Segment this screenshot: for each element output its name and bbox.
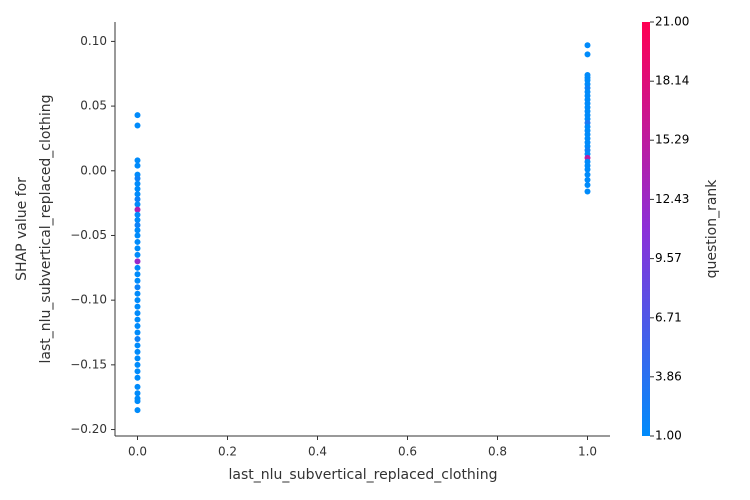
point [134, 383, 141, 390]
point [134, 264, 141, 271]
y-tick-label: 0.00 [80, 163, 107, 177]
point [134, 122, 141, 129]
point [134, 335, 141, 342]
point [134, 355, 141, 362]
point [134, 316, 141, 323]
point [134, 211, 141, 218]
colorbar-tick-label: 6.71 [655, 310, 682, 324]
point [134, 175, 141, 182]
y-tick-label: −0.05 [70, 228, 107, 242]
colorbar-tick-label: 12.43 [655, 192, 689, 206]
colorbar-tick-label: 1.00 [655, 429, 682, 443]
point [134, 112, 141, 119]
point [584, 182, 591, 189]
point [134, 216, 141, 223]
point [134, 271, 141, 278]
x-tick-label: 1.0 [578, 445, 597, 459]
point [584, 42, 591, 49]
x-tick-label: 0.6 [398, 445, 417, 459]
x-tick-label: 0.8 [488, 445, 507, 459]
point [584, 166, 591, 173]
colorbar-tick-label: 18.14 [655, 74, 689, 88]
point [134, 251, 141, 258]
point [134, 227, 141, 234]
y-tick-label: −0.10 [70, 293, 107, 307]
point [134, 191, 141, 198]
point [134, 185, 141, 192]
point [134, 238, 141, 245]
x-tick-label: 0.4 [308, 445, 327, 459]
y-axis-label: last_nlu_subvertical_replaced_clothing [38, 95, 54, 364]
point [134, 180, 141, 187]
point [134, 368, 141, 375]
point [134, 348, 141, 355]
point [584, 171, 591, 178]
point [584, 188, 591, 195]
point [134, 232, 141, 239]
point [134, 157, 141, 164]
point [134, 277, 141, 284]
y-tick-label: −0.20 [70, 422, 107, 436]
colorbar-label: question_rank [704, 179, 720, 279]
colorbar-tick-label: 21.00 [655, 15, 689, 29]
point [134, 196, 141, 203]
point [134, 407, 141, 414]
point [134, 162, 141, 169]
y-tick-label: 0.05 [80, 99, 107, 113]
point [134, 258, 141, 265]
point [134, 297, 141, 304]
point [134, 374, 141, 381]
y-tick-label: 0.10 [80, 34, 107, 48]
point [134, 290, 141, 297]
x-tick-label: 0.0 [128, 445, 147, 459]
point [134, 329, 141, 336]
colorbar-tick-label: 9.57 [655, 251, 682, 265]
point [584, 51, 591, 58]
point [134, 310, 141, 317]
point [134, 284, 141, 291]
point [134, 342, 141, 349]
y-tick-label: −0.15 [70, 357, 107, 371]
point [134, 361, 141, 368]
point [134, 303, 141, 310]
x-axis-label: last_nlu_subvertical_replaced_clothing [229, 467, 498, 483]
point [134, 390, 141, 397]
colorbar [642, 22, 650, 436]
point [134, 398, 141, 405]
point [134, 201, 141, 208]
point [134, 206, 141, 213]
point [134, 245, 141, 252]
point [134, 323, 141, 330]
y-axis-label: SHAP value for [14, 177, 30, 281]
x-tick-label: 0.2 [218, 445, 237, 459]
point [134, 222, 141, 229]
colorbar-tick-label: 15.29 [655, 133, 689, 147]
colorbar-tick-label: 3.86 [655, 369, 682, 383]
point [584, 176, 591, 183]
